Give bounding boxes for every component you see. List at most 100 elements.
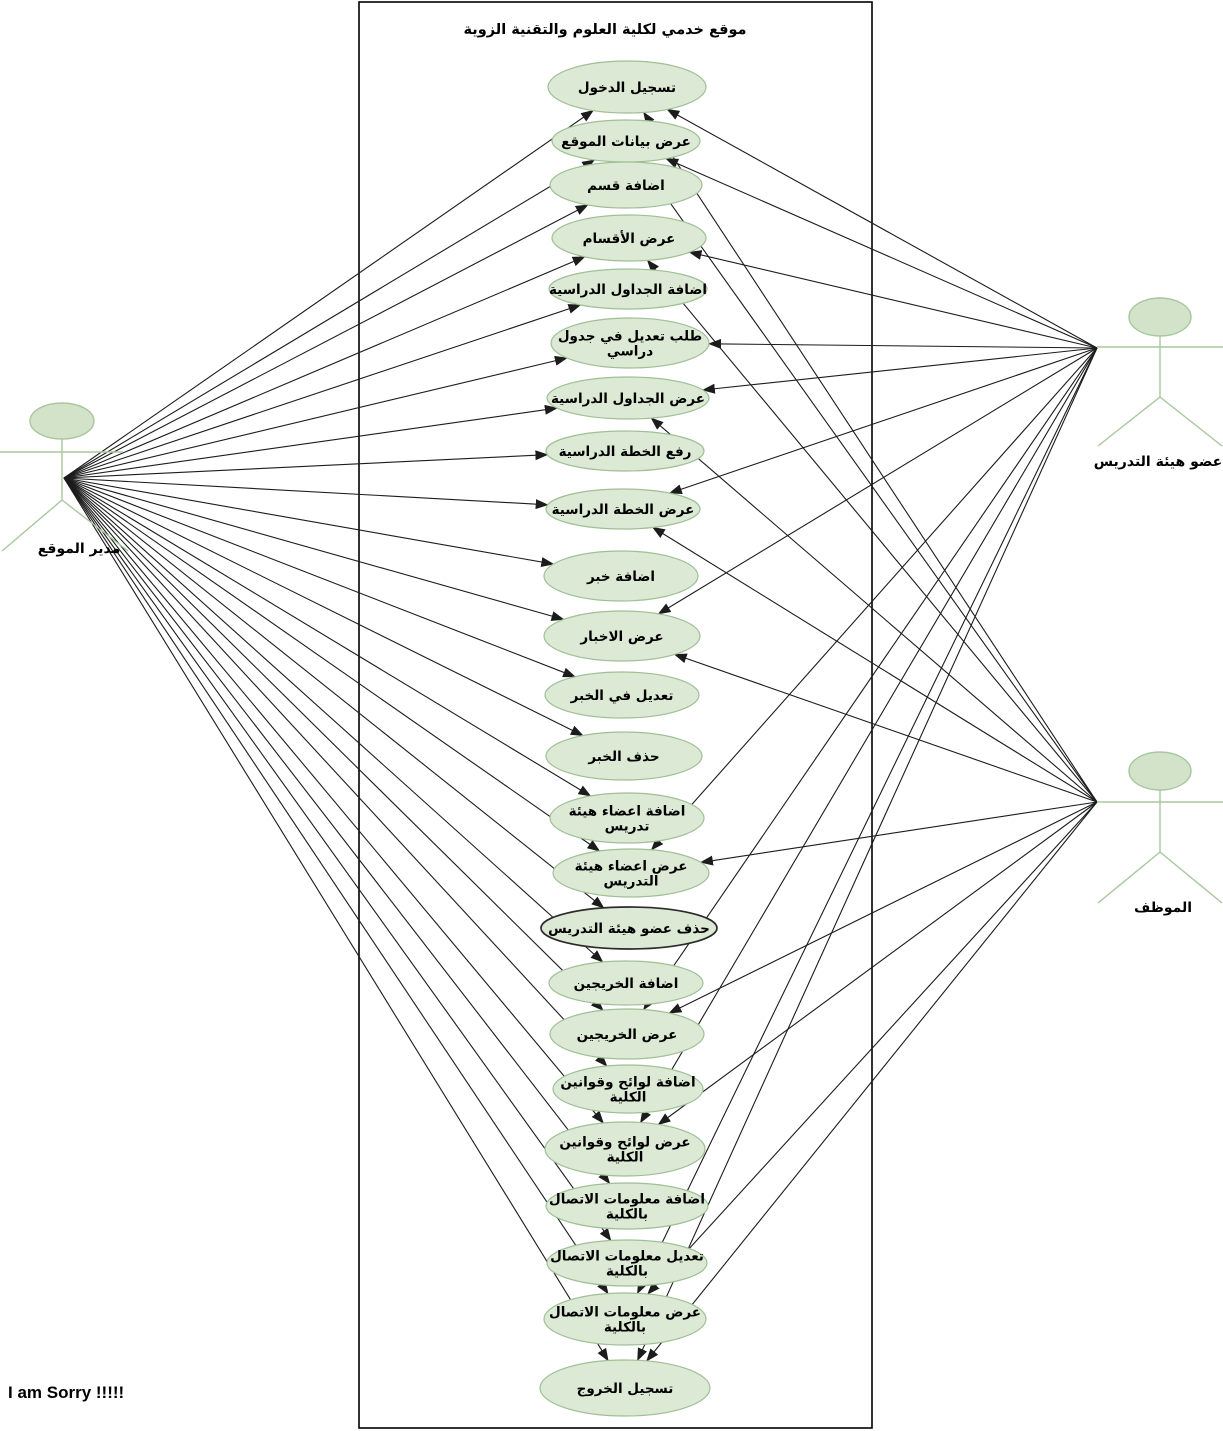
edge-manager-view_regs (63, 477, 604, 1124)
use-case-view_regs: عرض لوائح وقوانين الكلية (544, 1121, 706, 1177)
use-case-ellipse-add_dept (549, 161, 703, 209)
actor-leg-employee-1 (1159, 851, 1223, 904)
edge-faculty-view_plan (668, 347, 1098, 494)
use-case-label-add_news: اضافة خبر (586, 569, 655, 585)
actor-head-manager (29, 402, 95, 440)
use-case-view_faculty: عرض اعضاء هيئة التدريس (552, 848, 710, 898)
use-case-label-edit_contact: تعديل معلومات الاتصال بالكلية (550, 1249, 704, 1280)
use-case-ellipse-request_mod (550, 317, 710, 369)
use-case-ellipse-view_contact (543, 1292, 707, 1346)
use-case-label-view_contact: عرض معلومات الاتصال بالكلية (549, 1305, 701, 1336)
actor-manager: مدير الموقع (0, 402, 129, 557)
edge-manager-view_faculty (63, 477, 601, 852)
use-case-ellipse-view_grads (549, 1008, 705, 1060)
actor-label-employee: الموظف (1134, 900, 1192, 916)
use-case-site_data: عرض بيانات الموقع (551, 119, 701, 163)
edge-manager-login (63, 109, 595, 479)
actor-leg-manager-0 (1, 499, 63, 552)
use-case-label-line: عرض الجداول الدراسية (551, 391, 705, 407)
edge-faculty-view_faculty (650, 347, 1098, 851)
use-case-label-line: عرض الأقسام (583, 230, 676, 247)
use-case-label-line: طلب تعديل في جدول (558, 329, 702, 345)
use-case-label-add_schedules: اضافة الجداول الدراسية (549, 282, 707, 298)
edge-employee-view_schedules (650, 417, 1098, 803)
use-case-ellipse-add_contact (545, 1182, 709, 1230)
system-boundary (358, 1, 873, 1429)
use-case-label-line: بالكلية (606, 1264, 648, 1280)
use-case-label-request_mod: طلب تعديل في جدول دراسي (558, 329, 702, 360)
use-case-ellipse-view_plan (545, 488, 701, 530)
edge-manager-delete_faculty (63, 477, 605, 909)
edge-employee-login (643, 111, 1098, 803)
use-case-label-add_regs: اضافة لوائح وقوانين الكلية (560, 1075, 695, 1106)
use-case-label-login: تسجيل الدخول (578, 80, 676, 96)
actor-label-manager: مدير الموقع (38, 541, 121, 557)
edge-faculty-view_news (657, 347, 1098, 615)
edge-faculty-view_contact (637, 347, 1098, 1295)
edge-faculty-view_schedules (701, 347, 1098, 394)
use-case-ellipse-edit_contact (546, 1239, 708, 1287)
edge-employee-view_depts (646, 259, 1098, 803)
edge-manager-add_faculty (63, 477, 592, 797)
use-case-label-line: اضافة الجداول الدراسية (549, 282, 707, 298)
edge-faculty-login (666, 108, 1098, 349)
use-case-label-view_schedules: عرض الجداول الدراسية (551, 391, 705, 407)
use-case-ellipse-upload_plan (545, 430, 705, 472)
use-case-label-line: عرض معلومات الاتصال (549, 1305, 701, 1321)
use-case-login: تسجيل الدخول (547, 60, 707, 114)
use-case-ellipse-add_regs (552, 1064, 704, 1114)
edge-manager-view_grads (63, 477, 604, 1012)
use-case-ellipse-view_schedules (546, 376, 710, 420)
use-case-label-site_data: عرض بيانات الموقع (561, 134, 691, 150)
use-case-label-line: تعديل في الخبر (570, 688, 674, 704)
use-case-add_dept: اضافة قسم (549, 161, 703, 209)
use-case-label-delete_faculty: حذف عضو هيئة التدريس (548, 921, 710, 937)
edge-faculty-site_data (665, 158, 1098, 349)
use-case-add_contact: اضافة معلومات الاتصال بالكلية (545, 1182, 709, 1230)
edge-employee-site_data (640, 160, 1098, 803)
edge-faculty-view_grads (643, 347, 1098, 1011)
association-edges (63, 108, 1098, 1362)
use-case-label-line: عرض لوائح وقوانين (559, 1135, 690, 1151)
use-case-view_plan: عرض الخطة الدراسية (545, 488, 701, 530)
use-case-label-line: تدريس (605, 819, 650, 835)
edge-manager-view_schedules (63, 404, 558, 479)
use-case-ellipse-add_faculty (549, 792, 705, 844)
use-case-label-line: عرض الاخبار (579, 629, 663, 645)
edge-manager-view_plan (63, 477, 549, 510)
use-case-label-line: تسجيل الخروج (577, 1381, 674, 1397)
edge-employee-view_faculty (699, 801, 1098, 866)
edge-manager-view_contact (63, 477, 609, 1295)
edge-manager-view_depts (63, 256, 586, 479)
use-case-ellipse-delete_faculty (540, 906, 718, 950)
use-case-edit_contact: تعديل معلومات الاتصال بالكلية (546, 1239, 708, 1287)
edge-manager-view_news (63, 477, 565, 621)
use-case-label-line: رفع الخطة الدراسية (559, 444, 692, 460)
use-case-ellipse-view_faculty (552, 848, 710, 898)
edge-employee-view_news (673, 653, 1098, 803)
edge-employee-view_plan (651, 526, 1098, 803)
use-case-label-line: الكلية (610, 1090, 647, 1106)
use-case-label-line: عرض الخطة الدراسية (552, 502, 695, 518)
use-case-label-view_depts: عرض الأقسام (583, 230, 676, 247)
edge-manager-add_news (63, 477, 555, 567)
use-case-label-upload_plan: رفع الخطة الدراسية (559, 444, 692, 460)
use-case-label-line: عرض اعضاء هيئة (575, 859, 688, 875)
actor-head-employee (1128, 751, 1192, 791)
edge-manager-upload_plan (63, 450, 549, 479)
use-case-add_regs: اضافة لوائح وقوانين الكلية (552, 1064, 704, 1114)
edge-manager-add_contact (63, 477, 611, 1185)
use-case-ellipse-add_schedules (548, 268, 708, 310)
use-case-delete_news: حذف الخبر (545, 731, 703, 781)
actor-employee: الموظف (1097, 751, 1223, 916)
edge-employee-view_contact (647, 801, 1098, 1295)
diagram-title: موقع خدمي لكلية العلوم والتقنية الزوية (463, 22, 746, 38)
use-case-ellipse-logout (539, 1359, 711, 1417)
use-case-label-add_contact: اضافة معلومات الاتصال بالكلية (549, 1192, 705, 1223)
edge-faculty-view_depts (688, 250, 1098, 349)
use-case-label-view_regs: عرض لوائح وقوانين الكلية (559, 1135, 690, 1166)
use-case-ellipse-edit_news (544, 671, 700, 719)
edge-faculty-view_regs (640, 347, 1098, 1124)
